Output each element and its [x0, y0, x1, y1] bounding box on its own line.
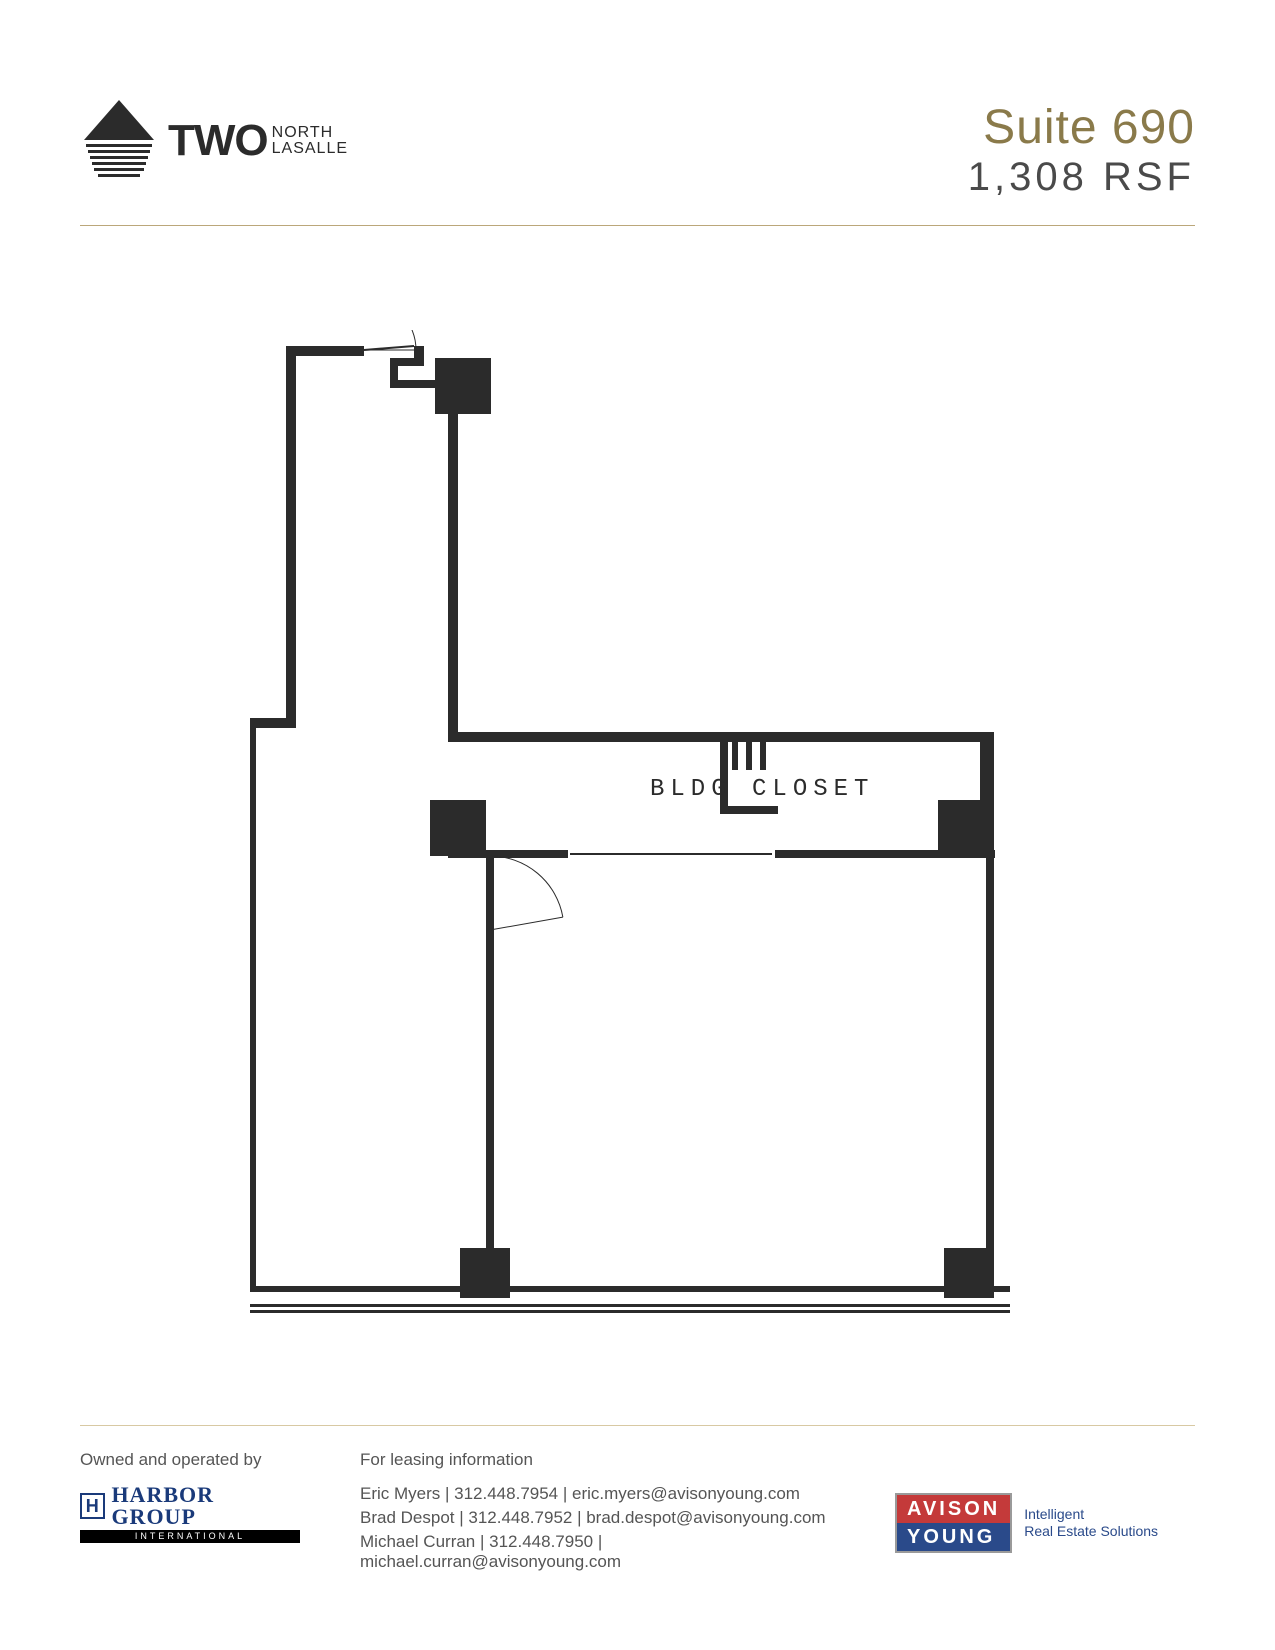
harbor-international-text: INTERNATIONAL	[80, 1530, 300, 1543]
avison-tagline: Intelligent Real Estate Solutions	[1024, 1506, 1158, 1540]
building-logo-icon	[80, 100, 158, 182]
avison-text: AVISON	[897, 1495, 1010, 1523]
footer-rule	[80, 1425, 1195, 1426]
building-logo-text: TWO NORTH LASALLE	[168, 116, 348, 166]
leasing-column: For leasing information Eric Myers | 312…	[360, 1450, 835, 1576]
contacts-list: Eric Myers | 312.448.7954 | eric.myers@a…	[360, 1484, 835, 1572]
rsf-label: 1,308 RSF	[968, 155, 1195, 200]
owned-by-column: Owned and operated by H HARBOR GROUP INT…	[80, 1450, 300, 1576]
harbor-group-text: HARBOR GROUP	[111, 1484, 300, 1528]
young-text: YOUNG	[897, 1523, 1010, 1551]
harbor-group-logo: H HARBOR GROUP INTERNATIONAL	[80, 1484, 300, 1543]
header-rule	[80, 225, 1195, 226]
title-block: Suite 690 1,308 RSF	[968, 100, 1195, 200]
floorplan: BLDG CLOSET	[250, 330, 1010, 1340]
svg-text:BLDG CLOSET: BLDG CLOSET	[650, 776, 874, 803]
harbor-h-icon: H	[80, 1493, 105, 1519]
contact-line: Michael Curran | 312.448.7950 | michael.…	[360, 1532, 835, 1572]
contact-line: Eric Myers | 312.448.7954 | eric.myers@a…	[360, 1484, 835, 1504]
header: TWO NORTH LASALLE Suite 690 1,308 RSF	[80, 100, 1195, 220]
suite-title: Suite 690	[968, 100, 1195, 155]
avison-tagline-1: Intelligent	[1024, 1506, 1158, 1523]
logo-word-lasalle: LASALLE	[272, 141, 348, 157]
avison-young-logo: AVISON YOUNG	[895, 1493, 1012, 1553]
avison-tagline-2: Real Estate Solutions	[1024, 1523, 1158, 1540]
footer: Owned and operated by H HARBOR GROUP INT…	[80, 1450, 1195, 1576]
leasing-label: For leasing information	[360, 1450, 835, 1470]
logo-word-two: TWO	[168, 116, 268, 166]
owned-by-label: Owned and operated by	[80, 1450, 300, 1470]
avison-young-column: AVISON YOUNG Intelligent Real Estate Sol…	[895, 1470, 1195, 1576]
contact-line: Brad Despot | 312.448.7952 | brad.despot…	[360, 1508, 835, 1528]
logo-word-north: NORTH	[272, 125, 348, 141]
